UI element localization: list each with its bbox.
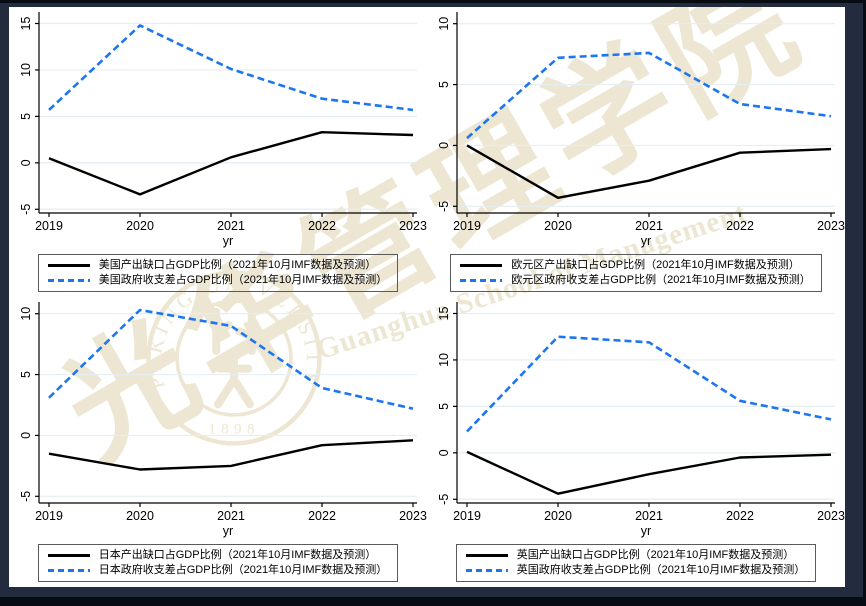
svg-text:2022: 2022	[726, 509, 754, 523]
figure-panel: PEKING UNIVERSITY 1898 光华管理学院 Guanghua S…	[9, 7, 845, 587]
svg-text:10: 10	[437, 353, 451, 367]
eurozone-chart: -5 0 5 10 2019 2020 2021 2022 2023 yr 欧元区产出缺口占GDP…	[427, 7, 845, 297]
legend-entry: 英国产出缺口占GDP比例（2021年10月IMF数据及预测）	[465, 548, 805, 562]
svg-text:0: 0	[19, 432, 33, 439]
svg-text:-5: -5	[437, 201, 451, 212]
svg-text:yr: yr	[223, 234, 233, 248]
svg-text:2020: 2020	[126, 509, 154, 523]
eurozone-plot: -5 0 5 10 2019 2020 2021 2022 2023 yr	[437, 12, 845, 248]
japan-plot: -5 0 5 10 2019 2020 2021 2022 2023 yr	[19, 302, 427, 538]
top-black-strip	[0, 0, 866, 3]
svg-text:2021: 2021	[217, 509, 245, 523]
legend-label: 欧元区政府收支差占GDP比例（2021年10月IMF数据及预测）	[511, 274, 811, 286]
svg-text:2022: 2022	[308, 219, 336, 233]
svg-text:10: 10	[19, 63, 33, 77]
svg-text:2020: 2020	[126, 219, 154, 233]
svg-text:5: 5	[437, 81, 451, 88]
uk-plot: -5 0 5 10 15 2019 2020 2021 2022 2023 yr	[437, 302, 845, 538]
solid-line-sample	[47, 553, 90, 557]
dashed-line-sample	[47, 278, 90, 282]
bottom-black-strip	[0, 597, 866, 606]
solid-line-sample	[47, 263, 90, 267]
legend-label: 日本政府收支差占GDP比例（2021年10月IMF数据及预测）	[98, 564, 388, 576]
svg-text:2021: 2021	[635, 219, 663, 233]
svg-text:yr: yr	[223, 524, 233, 538]
legend-label: 美国政府收支差占GDP比例（2021年10月IMF数据及预测）	[98, 274, 388, 286]
charts-grid: -5 0 5 10 15 2019 2020 2021 2022 2023 yr 美国产出缺口占GD…	[9, 7, 845, 587]
svg-text:10: 10	[437, 17, 451, 31]
svg-text:-5: -5	[19, 204, 33, 215]
svg-text:2023: 2023	[399, 509, 427, 523]
legend-entry: 英国政府收支差占GDP比例（2021年10月IMF数据及预测）	[465, 563, 806, 577]
svg-text:5: 5	[19, 371, 33, 378]
svg-text:2021: 2021	[217, 219, 245, 233]
svg-text:2020: 2020	[544, 219, 572, 233]
japan-chart: -5 0 5 10 2019 2020 2021 2022 2023 yr 日本产出缺口占GDP比…	[9, 297, 427, 587]
legend-entry: 欧元区产出缺口占GDP比例（2021年10月IMF数据及预测）	[460, 258, 810, 272]
svg-text:0: 0	[437, 449, 451, 456]
legend-entry: 欧元区政府收支差占GDP比例（2021年10月IMF数据及预测）	[460, 273, 811, 287]
svg-text:yr: yr	[641, 524, 651, 538]
svg-text:15: 15	[437, 307, 451, 321]
svg-text:2023: 2023	[817, 509, 845, 523]
svg-text:2019: 2019	[453, 509, 481, 523]
uk-chart: -5 0 5 10 15 2019 2020 2021 2022 2023 yr 英国产出缺口占GD…	[427, 297, 845, 587]
svg-text:-5: -5	[19, 491, 33, 502]
svg-text:2019: 2019	[453, 219, 481, 233]
svg-text:10: 10	[19, 307, 33, 321]
svg-text:2020: 2020	[544, 509, 572, 523]
dashed-line-sample	[47, 568, 90, 572]
legend-entry: 美国政府收支差占GDP比例（2021年10月IMF数据及预测）	[47, 273, 388, 287]
svg-text:yr: yr	[641, 234, 651, 248]
legend-label: 美国产出缺口占GDP比例（2021年10月IMF数据及预测）	[98, 259, 377, 271]
svg-text:2019: 2019	[35, 219, 63, 233]
legend-label: 欧元区产出缺口占GDP比例（2021年10月IMF数据及预测）	[511, 259, 800, 271]
solid-line-sample	[465, 553, 508, 557]
svg-text:-5: -5	[437, 494, 451, 505]
us-legend: 美国产出缺口占GDP比例（2021年10月IMF数据及预测） 美国政府收支差占G…	[37, 254, 399, 292]
svg-text:2019: 2019	[35, 509, 63, 523]
solid-line-sample	[460, 263, 503, 267]
svg-text:2023: 2023	[399, 219, 427, 233]
legend-label: 英国政府收支差占GDP比例（2021年10月IMF数据及预测）	[516, 564, 806, 576]
uk-legend: 英国产出缺口占GDP比例（2021年10月IMF数据及预测） 英国政府收支差占G…	[455, 544, 817, 582]
dashed-line-sample	[460, 278, 503, 282]
legend-entry: 日本产出缺口占GDP比例（2021年10月IMF数据及预测）	[47, 548, 387, 562]
dashed-line-sample	[465, 568, 508, 572]
svg-text:2022: 2022	[308, 509, 336, 523]
svg-text:2021: 2021	[635, 509, 663, 523]
eurozone-legend: 欧元区产出缺口占GDP比例（2021年10月IMF数据及预测） 欧元区政府收支差…	[450, 254, 822, 292]
us-plot: -5 0 5 10 15 2019 2020 2021 2022 2023 yr	[19, 12, 427, 248]
svg-text:2022: 2022	[726, 219, 754, 233]
right-black-strip	[863, 0, 866, 606]
svg-text:0: 0	[19, 159, 33, 166]
japan-legend: 日本产出缺口占GDP比例（2021年10月IMF数据及预测） 日本政府收支差占G…	[37, 544, 399, 582]
legend-entry: 美国产出缺口占GDP比例（2021年10月IMF数据及预测）	[47, 258, 387, 272]
legend-label: 英国产出缺口占GDP比例（2021年10月IMF数据及预测）	[516, 549, 795, 561]
svg-text:0: 0	[437, 142, 451, 149]
svg-text:15: 15	[19, 17, 33, 31]
svg-text:2023: 2023	[817, 219, 845, 233]
legend-entry: 日本政府收支差占GDP比例（2021年10月IMF数据及预测）	[47, 563, 388, 577]
legend-label: 日本产出缺口占GDP比例（2021年10月IMF数据及预测）	[98, 549, 377, 561]
us-chart: -5 0 5 10 15 2019 2020 2021 2022 2023 yr 美国产出缺口占GD…	[9, 7, 427, 297]
svg-text:5: 5	[437, 403, 451, 410]
svg-text:5: 5	[19, 113, 33, 120]
